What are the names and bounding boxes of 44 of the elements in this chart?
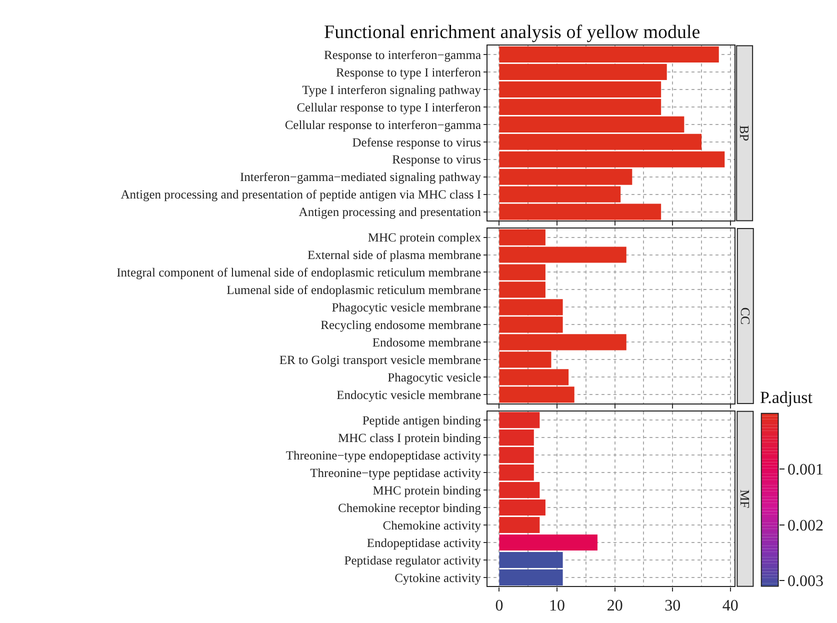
- color-bar-title: P.adjust: [760, 388, 813, 407]
- y-tick-label: External side of plasma membrane: [307, 248, 482, 262]
- y-tick-label: Response to type I interferon: [336, 65, 482, 80]
- y-tick-label: Chemokine activity: [382, 518, 482, 532]
- x-tick-label: 0: [495, 598, 504, 615]
- y-tick-label: Threonine−type endopeptidase activity: [286, 448, 482, 462]
- color-bar-label: 0.003: [787, 573, 824, 590]
- text: MF: [738, 489, 753, 508]
- y-tick-label: MHC class I protein binding: [338, 430, 482, 445]
- y-tick-label: Response to virus: [392, 152, 482, 167]
- y-tick-label: Defense response to virus: [352, 135, 482, 150]
- y-tick-label: Antigen processing and presentation of peptide antigen via MHC class I: [120, 188, 482, 202]
- y-tick-label: Chemokine receptor binding: [338, 500, 482, 515]
- y-tick-label: Endopeptidase activity: [366, 536, 482, 550]
- color-bar-label: 0.001: [787, 462, 824, 479]
- text: BP: [737, 125, 752, 142]
- y-tick-label: MHC protein binding: [372, 483, 482, 498]
- text: CC: [738, 307, 753, 325]
- x-tick-label: 40: [722, 598, 738, 615]
- y-tick-label: Phagocytic vesicle membrane: [332, 300, 482, 315]
- x-tick-label: 20: [606, 598, 623, 615]
- y-tick-label: Threonine−type peptidase activity: [310, 466, 482, 480]
- y-tick-label: Integral component of lumenal side of endoplasmic reticulum membrane: [116, 266, 482, 280]
- y-tick-label: Recycling endosome membrane: [320, 318, 482, 332]
- y-tick-label: ER to Golgi transport vesicle membrane: [279, 353, 482, 368]
- y-tick-label: Lumenal side of endoplasmic reticulum membrane: [226, 283, 482, 298]
- y-tick-label: Response to interferon−gamma: [324, 48, 482, 62]
- y-tick-label: Endosome membrane: [372, 336, 482, 350]
- bar: [499, 534, 598, 551]
- x-tick-label: 30: [664, 598, 681, 615]
- y-tick-label: Cellular response to type I interferon: [296, 100, 482, 114]
- y-tick-label: Phagocytic vesicle: [388, 370, 482, 385]
- y-tick-label: Endocytic vesicle membrane: [336, 388, 482, 402]
- y-tick-label: Type I interferon signaling pathway: [302, 82, 482, 97]
- y-tick-label: Peptide antigen binding: [362, 413, 482, 428]
- chart-title: Functional enrichment analysis of yellow module: [324, 22, 700, 43]
- y-tick-label: Peptidase regulator activity: [344, 553, 482, 568]
- color-bar-label: 0.002: [787, 517, 824, 534]
- y-tick-label: Interferon−gamma−mediated signaling pathway: [240, 170, 482, 184]
- y-tick-label: Cellular response to interferon−gamma: [284, 118, 482, 132]
- x-tick-label: 10: [549, 598, 566, 615]
- y-tick-label: Antigen processing and presentation: [298, 205, 482, 220]
- y-tick-label: Cytokine activity: [394, 570, 482, 585]
- y-tick-label: MHC protein complex: [368, 230, 482, 245]
